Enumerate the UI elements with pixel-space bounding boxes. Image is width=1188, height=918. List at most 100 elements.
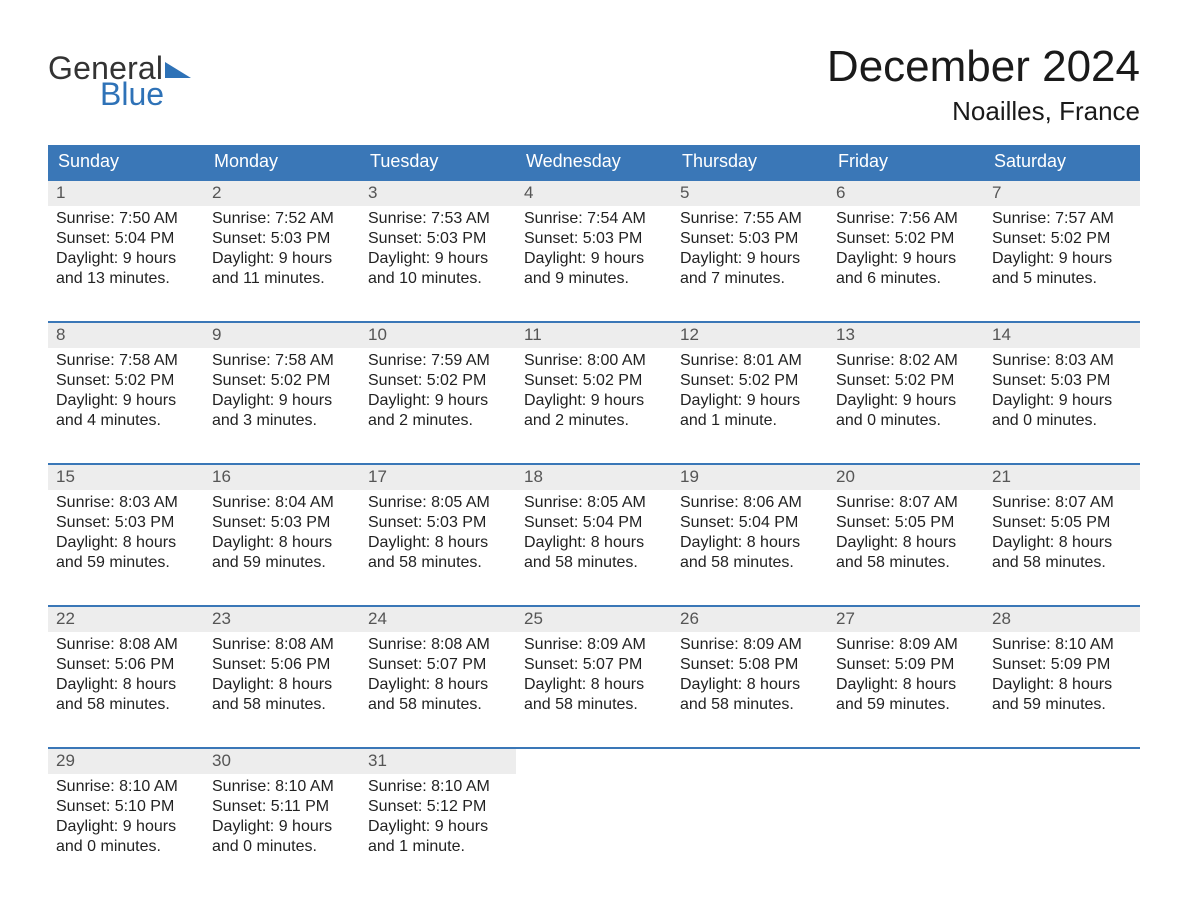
daylight-line-2: and 58 minutes. (992, 553, 1132, 573)
day-number: 24 (360, 607, 516, 632)
daylight-line-2: and 2 minutes. (368, 411, 508, 431)
sunrise-line: Sunrise: 8:09 AM (836, 635, 976, 655)
week-row: 8Sunrise: 7:58 AMSunset: 5:02 PMDaylight… (48, 321, 1140, 451)
daylight-line-1: Daylight: 9 hours (368, 391, 508, 411)
daylight-line-1: Daylight: 8 hours (56, 675, 196, 695)
day-details: Sunrise: 7:59 AMSunset: 5:02 PMDaylight:… (360, 348, 516, 431)
daylight-line-1: Daylight: 8 hours (212, 675, 352, 695)
sunset-line: Sunset: 5:02 PM (680, 371, 820, 391)
sunset-line: Sunset: 5:03 PM (212, 513, 352, 533)
week-row: 1Sunrise: 7:50 AMSunset: 5:04 PMDaylight… (48, 179, 1140, 309)
sunset-line: Sunset: 5:03 PM (368, 229, 508, 249)
week-row: 15Sunrise: 8:03 AMSunset: 5:03 PMDayligh… (48, 463, 1140, 593)
day-cell: 23Sunrise: 8:08 AMSunset: 5:06 PMDayligh… (204, 607, 360, 735)
day-details: Sunrise: 8:09 AMSunset: 5:08 PMDaylight:… (672, 632, 828, 715)
sunset-line: Sunset: 5:07 PM (368, 655, 508, 675)
day-cell: 9Sunrise: 7:58 AMSunset: 5:02 PMDaylight… (204, 323, 360, 451)
empty-day-cell (984, 749, 1140, 877)
daylight-line-2: and 59 minutes. (212, 553, 352, 573)
sunset-line: Sunset: 5:09 PM (836, 655, 976, 675)
day-number: 27 (828, 607, 984, 632)
sunrise-line: Sunrise: 8:04 AM (212, 493, 352, 513)
day-cell: 10Sunrise: 7:59 AMSunset: 5:02 PMDayligh… (360, 323, 516, 451)
day-details: Sunrise: 8:10 AMSunset: 5:10 PMDaylight:… (48, 774, 204, 857)
daylight-line-1: Daylight: 9 hours (368, 817, 508, 837)
day-details: Sunrise: 8:03 AMSunset: 5:03 PMDaylight:… (984, 348, 1140, 431)
day-details: Sunrise: 8:08 AMSunset: 5:06 PMDaylight:… (204, 632, 360, 715)
day-cell: 12Sunrise: 8:01 AMSunset: 5:02 PMDayligh… (672, 323, 828, 451)
sunrise-line: Sunrise: 8:08 AM (368, 635, 508, 655)
day-details: Sunrise: 7:50 AMSunset: 5:04 PMDaylight:… (48, 206, 204, 289)
sunset-line: Sunset: 5:02 PM (56, 371, 196, 391)
day-cell: 17Sunrise: 8:05 AMSunset: 5:03 PMDayligh… (360, 465, 516, 593)
empty-day-cell (828, 749, 984, 877)
day-details: Sunrise: 8:10 AMSunset: 5:12 PMDaylight:… (360, 774, 516, 857)
day-number: 28 (984, 607, 1140, 632)
day-details: Sunrise: 8:03 AMSunset: 5:03 PMDaylight:… (48, 490, 204, 573)
day-cell: 25Sunrise: 8:09 AMSunset: 5:07 PMDayligh… (516, 607, 672, 735)
day-cell: 26Sunrise: 8:09 AMSunset: 5:08 PMDayligh… (672, 607, 828, 735)
daylight-line-2: and 58 minutes. (368, 695, 508, 715)
header: General Blue December 2024 Noailles, Fra… (48, 32, 1140, 127)
day-cell: 27Sunrise: 8:09 AMSunset: 5:09 PMDayligh… (828, 607, 984, 735)
sunset-line: Sunset: 5:03 PM (368, 513, 508, 533)
day-details: Sunrise: 8:00 AMSunset: 5:02 PMDaylight:… (516, 348, 672, 431)
day-details: Sunrise: 7:54 AMSunset: 5:03 PMDaylight:… (516, 206, 672, 289)
day-number: 1 (48, 181, 204, 206)
day-number: 2 (204, 181, 360, 206)
daylight-line-2: and 1 minute. (680, 411, 820, 431)
day-number: 11 (516, 323, 672, 348)
day-details: Sunrise: 7:53 AMSunset: 5:03 PMDaylight:… (360, 206, 516, 289)
day-number: 23 (204, 607, 360, 632)
sunset-line: Sunset: 5:11 PM (212, 797, 352, 817)
sunset-line: Sunset: 5:08 PM (680, 655, 820, 675)
day-details: Sunrise: 8:08 AMSunset: 5:07 PMDaylight:… (360, 632, 516, 715)
month-title: December 2024 (827, 42, 1140, 92)
daylight-line-2: and 58 minutes. (56, 695, 196, 715)
day-details: Sunrise: 8:07 AMSunset: 5:05 PMDaylight:… (828, 490, 984, 573)
sunrise-line: Sunrise: 7:54 AM (524, 209, 664, 229)
weeks-container: 1Sunrise: 7:50 AMSunset: 5:04 PMDaylight… (48, 179, 1140, 877)
day-cell: 24Sunrise: 8:08 AMSunset: 5:07 PMDayligh… (360, 607, 516, 735)
day-number: 9 (204, 323, 360, 348)
sunrise-line: Sunrise: 8:05 AM (524, 493, 664, 513)
daylight-line-2: and 58 minutes. (680, 695, 820, 715)
daylight-line-2: and 11 minutes. (212, 269, 352, 289)
daylight-line-1: Daylight: 8 hours (680, 675, 820, 695)
day-cell: 7Sunrise: 7:57 AMSunset: 5:02 PMDaylight… (984, 181, 1140, 309)
dow-cell: Monday (204, 145, 360, 179)
daylight-line-2: and 13 minutes. (56, 269, 196, 289)
day-number: 21 (984, 465, 1140, 490)
daylight-line-1: Daylight: 9 hours (212, 817, 352, 837)
sunrise-line: Sunrise: 8:09 AM (524, 635, 664, 655)
sunset-line: Sunset: 5:04 PM (56, 229, 196, 249)
day-number: 25 (516, 607, 672, 632)
dow-cell: Sunday (48, 145, 204, 179)
daylight-line-2: and 58 minutes. (524, 695, 664, 715)
sunset-line: Sunset: 5:02 PM (524, 371, 664, 391)
sunrise-line: Sunrise: 8:10 AM (56, 777, 196, 797)
daylight-line-1: Daylight: 8 hours (368, 675, 508, 695)
sunset-line: Sunset: 5:03 PM (992, 371, 1132, 391)
day-number: 29 (48, 749, 204, 774)
daylight-line-1: Daylight: 9 hours (836, 249, 976, 269)
sunset-line: Sunset: 5:06 PM (212, 655, 352, 675)
dow-cell: Wednesday (516, 145, 672, 179)
day-details: Sunrise: 7:56 AMSunset: 5:02 PMDaylight:… (828, 206, 984, 289)
sunrise-line: Sunrise: 8:08 AM (212, 635, 352, 655)
brand-logo: General Blue (48, 32, 191, 110)
sunset-line: Sunset: 5:02 PM (836, 229, 976, 249)
daylight-line-2: and 6 minutes. (836, 269, 976, 289)
location: Noailles, France (827, 96, 1140, 127)
day-number: 19 (672, 465, 828, 490)
sunrise-line: Sunrise: 7:58 AM (56, 351, 196, 371)
sunset-line: Sunset: 5:03 PM (680, 229, 820, 249)
sunset-line: Sunset: 5:02 PM (368, 371, 508, 391)
daylight-line-2: and 1 minute. (368, 837, 508, 857)
sunrise-line: Sunrise: 8:05 AM (368, 493, 508, 513)
calendar: SundayMondayTuesdayWednesdayThursdayFrid… (48, 145, 1140, 877)
week-row: 29Sunrise: 8:10 AMSunset: 5:10 PMDayligh… (48, 747, 1140, 877)
daylight-line-1: Daylight: 9 hours (56, 249, 196, 269)
day-number: 3 (360, 181, 516, 206)
daylight-line-2: and 2 minutes. (524, 411, 664, 431)
